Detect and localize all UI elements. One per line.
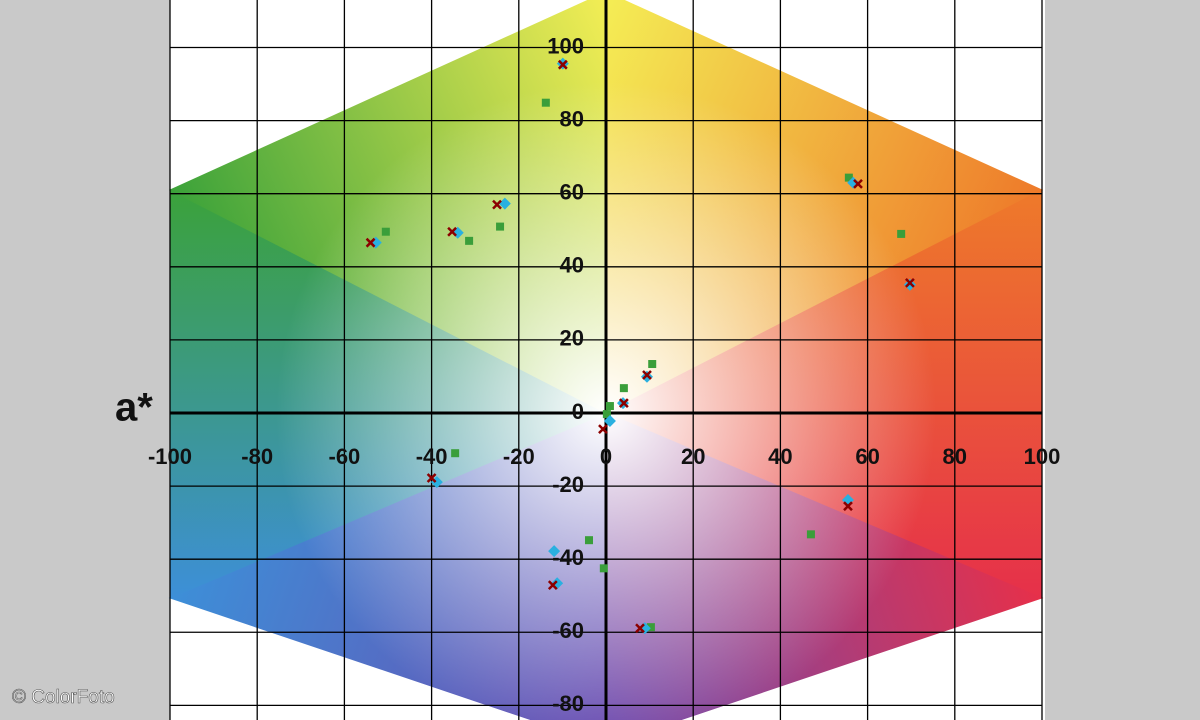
y-tick-label: 40	[560, 253, 584, 278]
x-tick-label: -40	[416, 444, 448, 469]
point	[599, 564, 608, 573]
point	[642, 370, 652, 380]
point	[598, 424, 608, 434]
point	[447, 226, 457, 237]
y-tick-label: 60	[560, 180, 584, 205]
point	[640, 370, 653, 383]
x-tick-label: -60	[329, 444, 361, 469]
point	[905, 277, 915, 288]
y-tick-label: 0	[572, 399, 584, 424]
x-tick-label: 40	[768, 444, 792, 469]
x-tick-label: 100	[1024, 444, 1061, 469]
point	[557, 59, 568, 70]
x-tick-label: 80	[943, 444, 967, 469]
x-tick-label: 20	[681, 444, 705, 469]
point	[605, 402, 614, 411]
point	[584, 536, 593, 545]
point	[635, 623, 645, 634]
point	[844, 173, 853, 182]
point	[602, 410, 611, 419]
point	[619, 384, 628, 393]
point	[903, 278, 916, 291]
point	[547, 580, 558, 591]
y-tick-label: -20	[552, 472, 584, 497]
y-tick-label: -80	[552, 691, 584, 716]
x-tick-label: 0	[600, 444, 612, 469]
x-tick-label: -100	[148, 444, 192, 469]
x-tick-label: -20	[503, 444, 535, 469]
point	[548, 545, 561, 558]
point	[465, 236, 474, 245]
point	[541, 98, 550, 107]
point	[451, 449, 460, 458]
point	[806, 530, 815, 539]
point	[853, 178, 863, 189]
y-tick-label: 20	[560, 326, 584, 351]
point	[426, 473, 437, 483]
point	[843, 501, 853, 512]
point	[381, 227, 390, 236]
point	[492, 199, 502, 210]
points	[365, 57, 916, 635]
x-tick-label: -80	[241, 444, 273, 469]
y-tick-label: 80	[560, 106, 584, 131]
point	[498, 197, 511, 210]
y-tick-label: -60	[552, 618, 584, 643]
point	[646, 623, 655, 632]
point	[365, 237, 376, 248]
point	[648, 360, 657, 369]
point	[618, 398, 629, 409]
y-tick-label: 100	[547, 33, 584, 58]
y-tick-label: -40	[552, 545, 584, 570]
x-tick-label: 60	[855, 444, 879, 469]
watermark: © ColorFoto	[12, 687, 115, 708]
labels: -100 -80 -60 -40 -20 0 20 40 60 80 100 -80 -60 -40 -20…	[148, 33, 1060, 716]
point	[603, 415, 616, 428]
point	[897, 229, 906, 238]
point	[496, 222, 505, 231]
grid	[169, 0, 1043, 720]
x-axis-label: a*	[115, 386, 153, 430]
